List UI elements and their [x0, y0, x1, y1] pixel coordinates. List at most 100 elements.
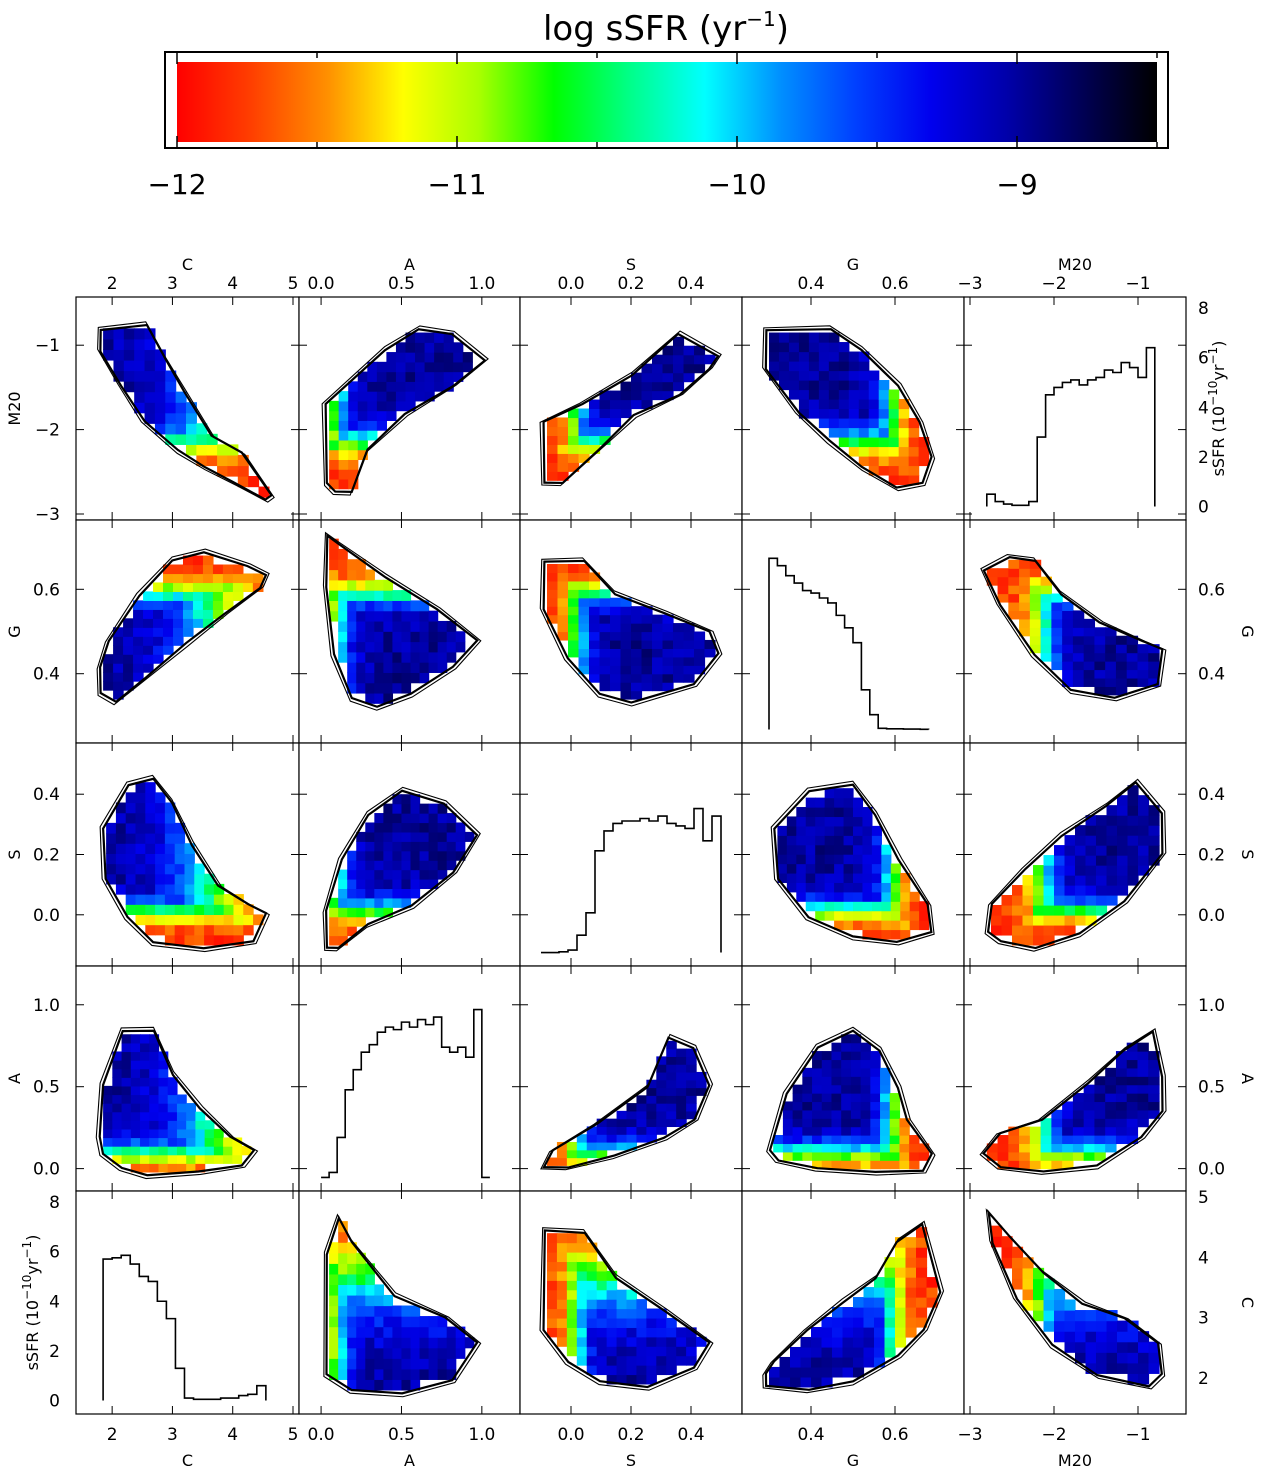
- heatmap-cell: [812, 1067, 823, 1077]
- heatmap-cell: [365, 850, 375, 861]
- heatmap-cell: [125, 894, 137, 905]
- heatmap-cell: [1043, 1278, 1055, 1290]
- heatmap-cell: [696, 1087, 707, 1096]
- heatmap-cell: [589, 623, 601, 633]
- heatmap-cell: [831, 1051, 842, 1061]
- heatmap-cell: [889, 1151, 901, 1161]
- panel-C-vs-S: [519, 1190, 743, 1415]
- heatmap-cell: [1148, 1341, 1160, 1353]
- heatmap-cell: [1022, 1299, 1034, 1311]
- density-contour: [764, 328, 933, 489]
- heatmap-cell: [662, 673, 674, 683]
- heatmap-cell: [599, 606, 611, 616]
- top-axis-label: S: [626, 255, 636, 274]
- heatmap-cell: [824, 797, 835, 808]
- heatmap-cell: [997, 593, 1009, 603]
- heatmap-cell: [1072, 1143, 1085, 1153]
- top-axis-label: C: [182, 255, 193, 274]
- heatmap-cell: [556, 1299, 568, 1310]
- colorbar: [177, 62, 1157, 142]
- heatmap-cell: [428, 662, 439, 673]
- heatmap-cell: [874, 1307, 886, 1318]
- heatmap-cell: [620, 665, 632, 675]
- heatmap-cell: [1106, 865, 1118, 876]
- heatmap-cell: [860, 1160, 871, 1170]
- heatmap-cell: [1105, 627, 1117, 637]
- density-contour: [981, 1029, 1164, 1173]
- heatmap-cell: [841, 1067, 852, 1077]
- heatmap-cell: [367, 420, 378, 431]
- heatmap-cell: [656, 1327, 667, 1338]
- heatmap-cell: [646, 1095, 657, 1104]
- bottom-tick-label: 0.4: [797, 1425, 824, 1445]
- heatmap-cell: [1040, 593, 1052, 603]
- heatmap-cell: [1085, 865, 1097, 876]
- heatmap-cell: [204, 934, 215, 946]
- heatmap-cell: [1075, 1352, 1087, 1364]
- heatmap-cell: [1022, 1288, 1034, 1301]
- heatmap-cell: [1148, 1109, 1160, 1119]
- heatmap-cell: [232, 1154, 243, 1164]
- heatmap-cell: [213, 914, 225, 926]
- heatmap-cell: [163, 627, 174, 637]
- heatmap-cell: [338, 1316, 348, 1328]
- heatmap-cell: [155, 822, 166, 834]
- heatmap-cell: [135, 792, 146, 804]
- heatmap-cell: [194, 894, 205, 905]
- heatmap-cell: [796, 891, 807, 902]
- heatmap-cell: [888, 417, 900, 429]
- heatmap-cell: [356, 1294, 366, 1307]
- heatmap-cell: [704, 648, 716, 658]
- heatmap-cell: [233, 934, 244, 946]
- heatmap-cell: [143, 591, 154, 601]
- heatmap-cell: [1105, 686, 1117, 696]
- heatmap-cell: [113, 349, 125, 361]
- heatmap-cell: [374, 651, 384, 663]
- heatmap-cell: [1064, 855, 1076, 866]
- heatmap-cell: [841, 1042, 852, 1052]
- heatmap-cell: [213, 883, 225, 895]
- heatmap-cell: [155, 894, 166, 905]
- heatmap-cell: [145, 802, 156, 814]
- heatmap-cell: [578, 580, 590, 590]
- heatmap-cell: [386, 400, 397, 412]
- heatmap-cell: [121, 1060, 132, 1070]
- heatmap-cell: [1072, 610, 1085, 620]
- heatmap-cell: [818, 399, 830, 410]
- heatmap-cell: [610, 639, 622, 649]
- heatmap-cell: [889, 1118, 901, 1128]
- heatmap-cell: [1094, 1118, 1106, 1128]
- heatmap-cell: [1106, 1310, 1118, 1322]
- heatmap-cell: [1043, 855, 1055, 866]
- heatmap-cell: [437, 662, 448, 673]
- heatmap-cell: [853, 797, 864, 808]
- heatmap-cell: [1106, 825, 1118, 836]
- heatmap-cell: [850, 1160, 862, 1170]
- panel-M20-vs-S: [519, 296, 743, 521]
- heatmap-cell: [1075, 1320, 1087, 1332]
- heatmap-cell: [824, 872, 835, 883]
- heatmap-cell: [834, 872, 845, 883]
- heatmap-cell: [374, 831, 384, 842]
- heatmap-cell: [392, 888, 403, 899]
- density-contour-outer: [539, 1227, 714, 1391]
- density-contour-outer: [984, 778, 1167, 952]
- heatmap-cell: [1137, 1109, 1149, 1119]
- heatmap-cell: [808, 361, 820, 372]
- heatmap-cell: [401, 631, 412, 643]
- heatmap-cell: [676, 1327, 687, 1338]
- heatmap-cell: [424, 371, 435, 382]
- heatmap-cell: [916, 1307, 928, 1318]
- heatmap-cell: [676, 1336, 687, 1347]
- heatmap-cell: [123, 328, 135, 340]
- heatmap-cell: [356, 860, 366, 871]
- heatmap-cell: [174, 934, 186, 946]
- heatmap-cell: [666, 1365, 677, 1376]
- heatmap-cell: [626, 1336, 638, 1347]
- heatmap-cell: [115, 853, 127, 865]
- heatmap-cell: [410, 841, 421, 852]
- heatmap-cell: [586, 1134, 598, 1143]
- heatmap-cell: [566, 1149, 578, 1159]
- heatmap-cell: [365, 1368, 375, 1380]
